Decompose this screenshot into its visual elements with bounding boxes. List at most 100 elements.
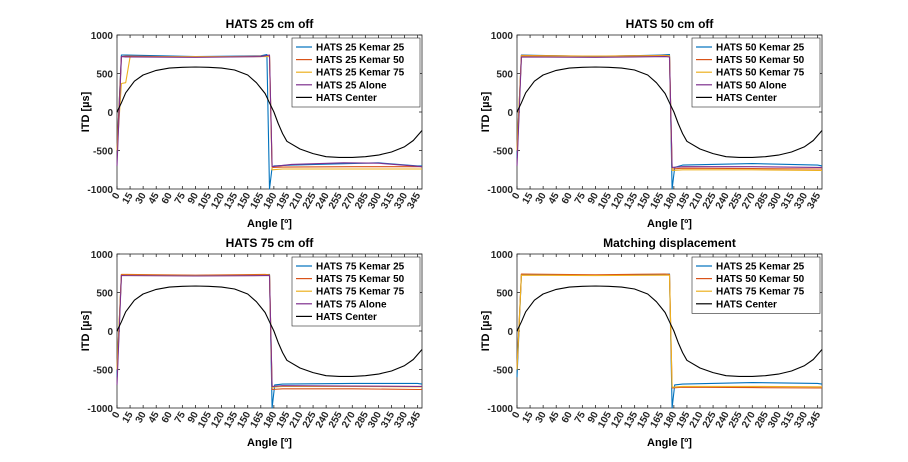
y-tick-label: 1000 [91, 31, 114, 42]
y-tick-label: -1000 [87, 185, 113, 196]
y-tick-label: -1000 [87, 404, 113, 415]
chart-title: HATS 50 cm off [626, 17, 715, 31]
legend-label: HATS 50 Kemar 75 [716, 68, 805, 79]
legend-label: HATS 25 Kemar 25 [716, 262, 805, 273]
legend-label: HATS 75 Kemar 25 [316, 262, 405, 273]
y-tick-label: 500 [496, 289, 513, 300]
legend-label: HATS 75 Kemar 50 [316, 274, 405, 285]
x-tick-label: 45 [147, 410, 162, 426]
y-axis-label: ITD [µs] [80, 91, 92, 132]
x-tick-label: 345 [405, 191, 423, 211]
y-tick-label: -1000 [487, 185, 513, 196]
x-axis-label: Angle [º] [247, 218, 292, 230]
legend-label: HATS 50 Alone [716, 80, 787, 91]
legend-box [691, 256, 821, 314]
y-axis-label: ITD [µs] [480, 91, 492, 132]
legend-label: HATS 25 Kemar 75 [316, 68, 405, 79]
y-tick-label: 500 [496, 70, 513, 81]
x-tick-label: 15 [121, 410, 136, 426]
legend-label: HATS 50 Kemar 50 [716, 274, 805, 285]
series-line-5 [116, 66, 423, 158]
legend-label: HATS 75 Kemar 75 [716, 287, 805, 298]
y-tick-label: 1000 [491, 31, 514, 42]
y-axis-label: ITD [µs] [480, 310, 492, 351]
series-line-3 [116, 56, 422, 171]
legend-label: HATS 75 Alone [316, 299, 387, 310]
x-tick-label: 45 [547, 410, 562, 426]
x-tick-label: 75 [173, 191, 188, 207]
chart-panel-3: HATS 75 cm off-1000-50005001000015304560… [80, 236, 423, 449]
x-tick-label: 0 [110, 191, 123, 202]
x-tick-label: 0 [510, 410, 523, 421]
x-tick-label: 60 [560, 191, 575, 207]
x-tick-label: 45 [547, 191, 562, 207]
y-tick-label: 500 [96, 70, 113, 81]
x-tick-label: 90 [186, 191, 201, 207]
chart-panel-1: HATS 25 cm off-1000-50005001000015304560… [80, 17, 423, 230]
legend-label: HATS 25 Alone [316, 80, 387, 91]
y-tick-label: -500 [93, 366, 113, 377]
chart-title: Matching displacement [603, 236, 736, 250]
y-tick-label: 0 [107, 327, 113, 338]
y-axis-label: ITD [µs] [80, 310, 92, 351]
series-line-4 [116, 54, 423, 168]
y-tick-label: 0 [107, 108, 113, 119]
x-tick-label: 75 [573, 191, 588, 207]
x-tick-label: 90 [586, 191, 601, 207]
x-tick-label: 15 [521, 410, 536, 426]
x-tick-label: 75 [573, 410, 588, 426]
x-tick-label: 60 [160, 191, 175, 207]
legend-label: HATS 75 Kemar 75 [316, 287, 405, 298]
series-line-5 [516, 66, 823, 158]
x-tick-label: 345 [805, 191, 823, 211]
y-tick-label: -500 [493, 147, 513, 158]
legend-label: HATS 50 Kemar 25 [716, 43, 805, 54]
legend-label: HATS 25 Kemar 25 [316, 43, 405, 54]
y-tick-label: 500 [96, 289, 113, 300]
x-tick-label: 0 [110, 410, 123, 421]
x-axis-label: Angle [º] [647, 437, 692, 449]
chart-title: HATS 75 cm off [226, 236, 315, 250]
x-tick-label: 15 [521, 191, 536, 207]
y-tick-label: -500 [493, 366, 513, 377]
x-tick-label: 0 [510, 191, 523, 202]
x-tick-label: 90 [586, 410, 601, 426]
x-tick-label: 30 [134, 191, 149, 207]
chart-panel-4: Matching displacement-1000-5000500100001… [480, 236, 823, 449]
legend-box [291, 37, 421, 108]
legend-label: HATS Center [716, 299, 777, 310]
legend-box [291, 256, 421, 327]
chart-title: HATS 25 cm off [226, 17, 315, 31]
chart-panel-2: HATS 50 cm off-1000-50005001000015304560… [480, 17, 823, 230]
x-tick-label: 30 [134, 410, 149, 426]
series-line-4 [516, 285, 823, 377]
series-line-5 [116, 285, 423, 377]
x-tick-label: 30 [534, 410, 549, 426]
series-line-4 [116, 275, 422, 387]
x-tick-label: 60 [560, 410, 575, 426]
y-tick-label: -1000 [487, 404, 513, 415]
series-line-4 [516, 56, 822, 168]
legend-label: HATS Center [316, 93, 377, 104]
x-tick-label: 345 [405, 410, 423, 430]
y-tick-label: -500 [93, 147, 113, 158]
x-tick-label: 345 [805, 410, 823, 430]
y-tick-label: 1000 [491, 250, 514, 261]
series-line-3 [516, 274, 822, 388]
x-tick-label: 15 [121, 191, 136, 207]
x-tick-label: 45 [147, 191, 162, 207]
x-tick-label: 75 [173, 410, 188, 426]
legend-label: HATS 50 Kemar 50 [716, 55, 805, 66]
legend-box [691, 37, 821, 108]
legend-label: HATS 25 Kemar 50 [316, 55, 405, 66]
x-axis-label: Angle [º] [247, 437, 292, 449]
legend-label: HATS Center [716, 93, 777, 104]
x-tick-label: 60 [160, 410, 175, 426]
legend-label: HATS Center [316, 312, 377, 323]
y-tick-label: 1000 [91, 250, 114, 261]
y-tick-label: 0 [507, 327, 513, 338]
